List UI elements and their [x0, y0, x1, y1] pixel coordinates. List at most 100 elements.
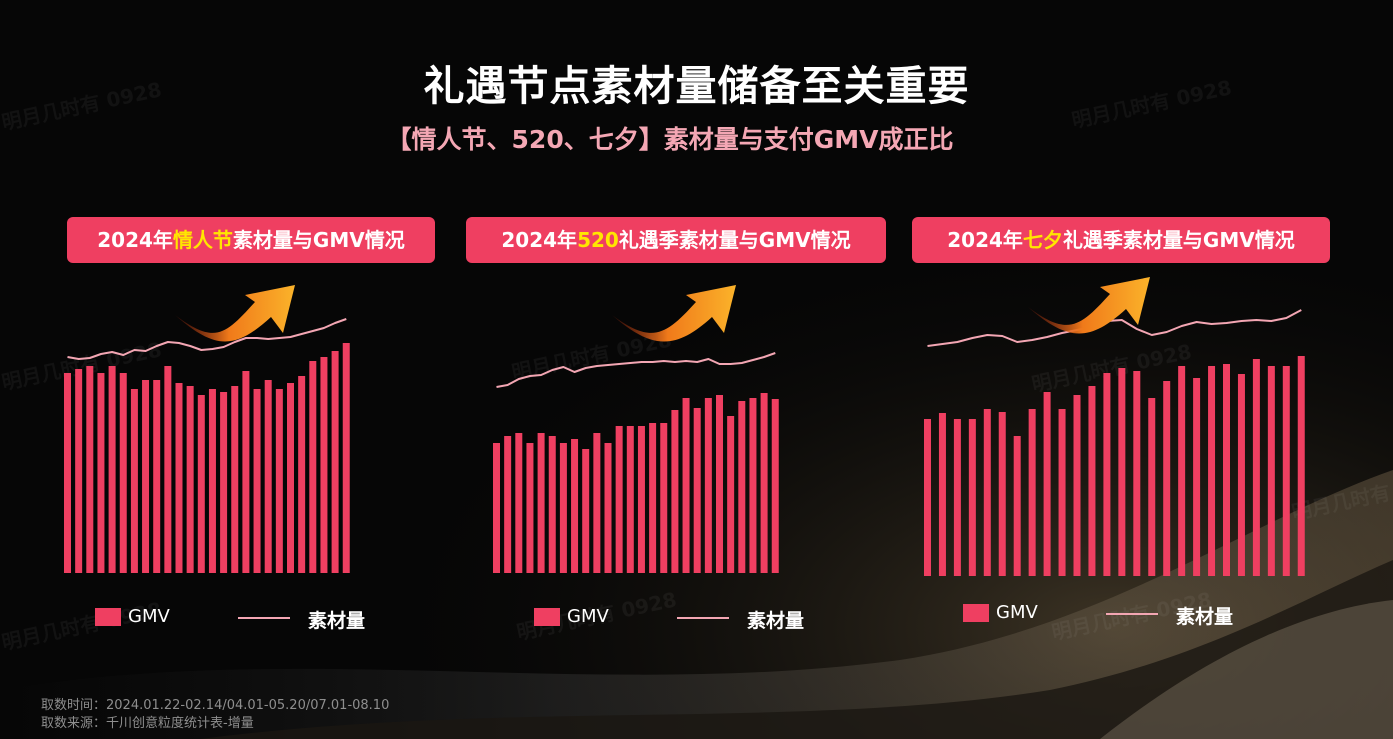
trend-arrow-icon [612, 285, 736, 342]
gmv-bar [208, 389, 216, 573]
panel-header-highlight: 情人节 [172, 228, 233, 252]
gmv-bar [1103, 373, 1111, 576]
gmv-bar [660, 423, 668, 573]
chart-1 [64, 285, 350, 573]
legend-gmv-label: GMV [996, 602, 1038, 623]
gmv-bar [649, 423, 657, 573]
gmv-bar [64, 373, 71, 573]
legend-gmv-swatch [95, 608, 121, 626]
panel-header-valentine: 2024年情人节素材量与GMV情况 [67, 217, 435, 263]
panel-header-prefix: 2024年 [97, 228, 173, 252]
gmv-bar [615, 426, 623, 573]
gmv-bar [938, 413, 946, 576]
gmv-bar [749, 398, 757, 573]
gmv-bar [1178, 366, 1186, 576]
chart-2 [493, 285, 779, 573]
legend-material-label: 素材量 [1176, 606, 1234, 628]
gmv-bar [197, 395, 205, 573]
gmv-bar [571, 439, 579, 573]
gmv-bar [231, 386, 239, 573]
trend-arrow-icon [1028, 277, 1150, 334]
gmv-bar [264, 380, 272, 573]
gmv-bar [142, 380, 150, 573]
gmv-bar [682, 398, 690, 573]
gmv-bar [1118, 368, 1126, 576]
panel-header-qixi: 2024年七夕礼遇季素材量与GMV情况 [912, 217, 1330, 263]
gmv-bar [1252, 359, 1260, 576]
gmv-bar [253, 389, 261, 573]
gmv-bar [164, 366, 172, 573]
gmv-bar [593, 433, 601, 573]
gmv-bar [1088, 386, 1096, 576]
panel-header-highlight: 七夕 [1022, 228, 1063, 252]
gmv-bar [320, 357, 328, 573]
panel-header-highlight: 520 [577, 228, 619, 252]
panel-header-520: 2024年520礼遇季素材量与GMV情况 [466, 217, 886, 263]
legend-gmv-swatch [963, 604, 989, 622]
gmv-bar [504, 436, 512, 573]
gmv-bar [559, 443, 567, 573]
gmv-bar [1208, 366, 1216, 576]
trend-arrow-icon [175, 285, 295, 342]
legend-material-line [238, 617, 290, 619]
gmv-bar [1267, 366, 1275, 576]
legend-material-line [1106, 613, 1158, 615]
panel-header-prefix: 2024年 [501, 228, 578, 252]
gmv-bar [309, 361, 317, 573]
gmv-bar [1193, 378, 1201, 576]
gmv-bar [1297, 356, 1305, 576]
gmv-bar [1237, 374, 1245, 576]
gmv-bar [86, 366, 94, 573]
gmv-bar [548, 436, 556, 573]
gmv-bar [537, 433, 545, 573]
legend-material-label: 素材量 [308, 610, 366, 632]
footnote-source: 取数来源：千川创意粒度统计表-增量 [41, 716, 254, 731]
gmv-bar [704, 398, 712, 573]
gmv-bar [515, 433, 523, 573]
gmv-bar [1148, 398, 1156, 576]
panel-header-prefix: 2024年 [947, 228, 1023, 252]
gmv-bar [1058, 409, 1066, 576]
panel-header-suffix: 礼遇季素材量与GMV情况 [1062, 228, 1295, 252]
legend-gmv-label: GMV [128, 606, 170, 627]
gmv-bar [1073, 395, 1081, 576]
material-line [927, 309, 1302, 347]
gmv-bar [1028, 409, 1036, 576]
gmv-bar [637, 426, 645, 573]
page-subtitle: 【情人节、520、七夕】素材量与支付GMV成正比 [386, 125, 954, 154]
gmv-bar [582, 449, 590, 573]
gmv-bar [760, 393, 768, 573]
gmv-bar [220, 392, 228, 573]
gmv-bar [1163, 381, 1171, 576]
material-line [496, 352, 776, 388]
legend-3: GMV 素材量 [963, 602, 1263, 628]
gmv-bar [953, 419, 961, 576]
gmv-bar [998, 412, 1006, 576]
gmv-bar [727, 416, 735, 573]
gmv-bar [108, 366, 116, 573]
material-line [67, 318, 347, 360]
legend-gmv-label: GMV [567, 606, 609, 627]
gmv-bar [186, 386, 194, 573]
gmv-bar [97, 373, 105, 573]
legend-2: GMV 素材量 [534, 606, 834, 632]
gmv-bar [75, 369, 83, 573]
gmv-bar [275, 389, 283, 573]
gmv-bar [1223, 364, 1230, 576]
gmv-bar [119, 373, 127, 573]
gmv-bar [626, 426, 634, 573]
gmv-bar [924, 419, 931, 576]
gmv-bar [175, 383, 183, 573]
gmv-bar [771, 399, 779, 573]
gmv-bar [1133, 371, 1141, 576]
gmv-bar [716, 395, 723, 573]
gmv-bar [738, 401, 746, 573]
gmv-bar [1013, 436, 1021, 576]
gmv-bar [604, 443, 612, 573]
gmv-bar [493, 443, 500, 573]
gmv-bar [130, 389, 138, 573]
gmv-bar [1282, 366, 1290, 576]
legend-material-line [677, 617, 729, 619]
